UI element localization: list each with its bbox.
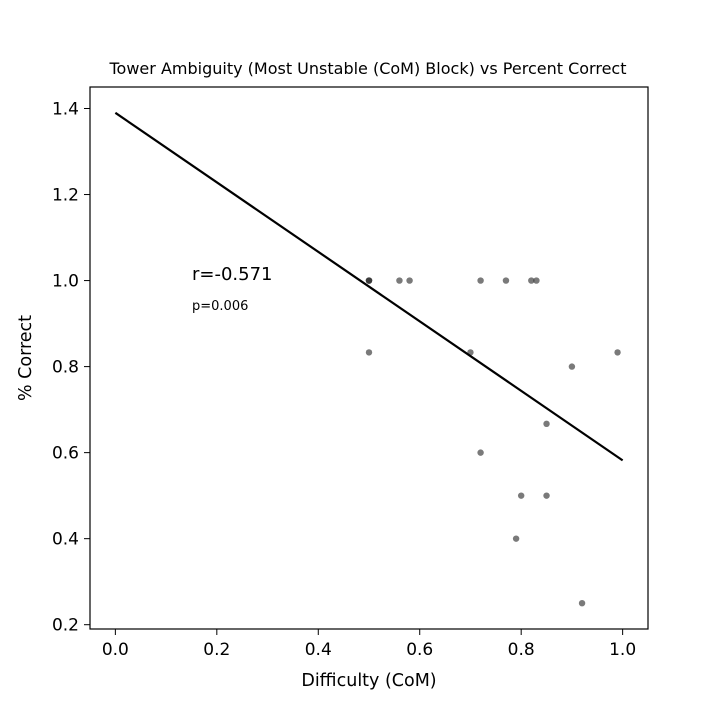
data-point — [543, 420, 550, 428]
plot-frame — [89, 86, 649, 630]
data-point — [517, 492, 525, 499]
data-point — [543, 492, 550, 499]
chart-title: Tower Ambiguity (Most Unstable (CoM) Blo… — [109, 59, 627, 78]
data-point — [512, 535, 520, 542]
y-axis-label: % Correct — [16, 315, 36, 401]
data-point — [365, 277, 373, 284]
data-point — [396, 277, 403, 284]
y-tick-label: 1.4 — [52, 100, 79, 120]
data-point — [528, 277, 535, 284]
data-point — [533, 277, 540, 284]
y-tick-label: 0.4 — [52, 530, 79, 550]
x-tick-label: 0.0 — [102, 640, 129, 660]
data-point — [502, 277, 510, 284]
data-points — [365, 277, 621, 607]
x-tick-label: 0.6 — [406, 640, 433, 660]
regression-line — [114, 111, 624, 462]
x-tick-label: 0.8 — [508, 640, 535, 660]
data-point — [477, 449, 484, 456]
data-point — [614, 349, 621, 356]
data-point — [406, 277, 413, 284]
x-tick-label: 1.0 — [609, 640, 636, 660]
correlation-annotation: r=-0.571 — [192, 264, 273, 285]
x-tick-label: 0.2 — [203, 640, 230, 660]
p-value-annotation: p=0.006 — [192, 299, 248, 314]
x-tick-label: 0.4 — [305, 640, 332, 660]
y-tick-label: 0.8 — [52, 358, 79, 378]
data-point — [578, 599, 586, 607]
data-point — [365, 349, 373, 356]
y-tick-label: 0.6 — [52, 444, 79, 464]
y-tick-label: 0.2 — [52, 616, 79, 636]
y-tick-label: 1.0 — [52, 272, 79, 292]
y-tick-label: 1.2 — [52, 186, 79, 206]
x-axis-ticks: 0.0 0.2 0.4 0.6 0.8 1.0 — [102, 629, 636, 660]
x-axis-label: Difficulty (CoM) — [301, 671, 436, 691]
y-axis-ticks: 0.2 0.4 0.6 0.8 1.0 1.2 1.4 — [52, 100, 90, 636]
data-point — [568, 363, 576, 370]
data-point — [477, 277, 484, 284]
